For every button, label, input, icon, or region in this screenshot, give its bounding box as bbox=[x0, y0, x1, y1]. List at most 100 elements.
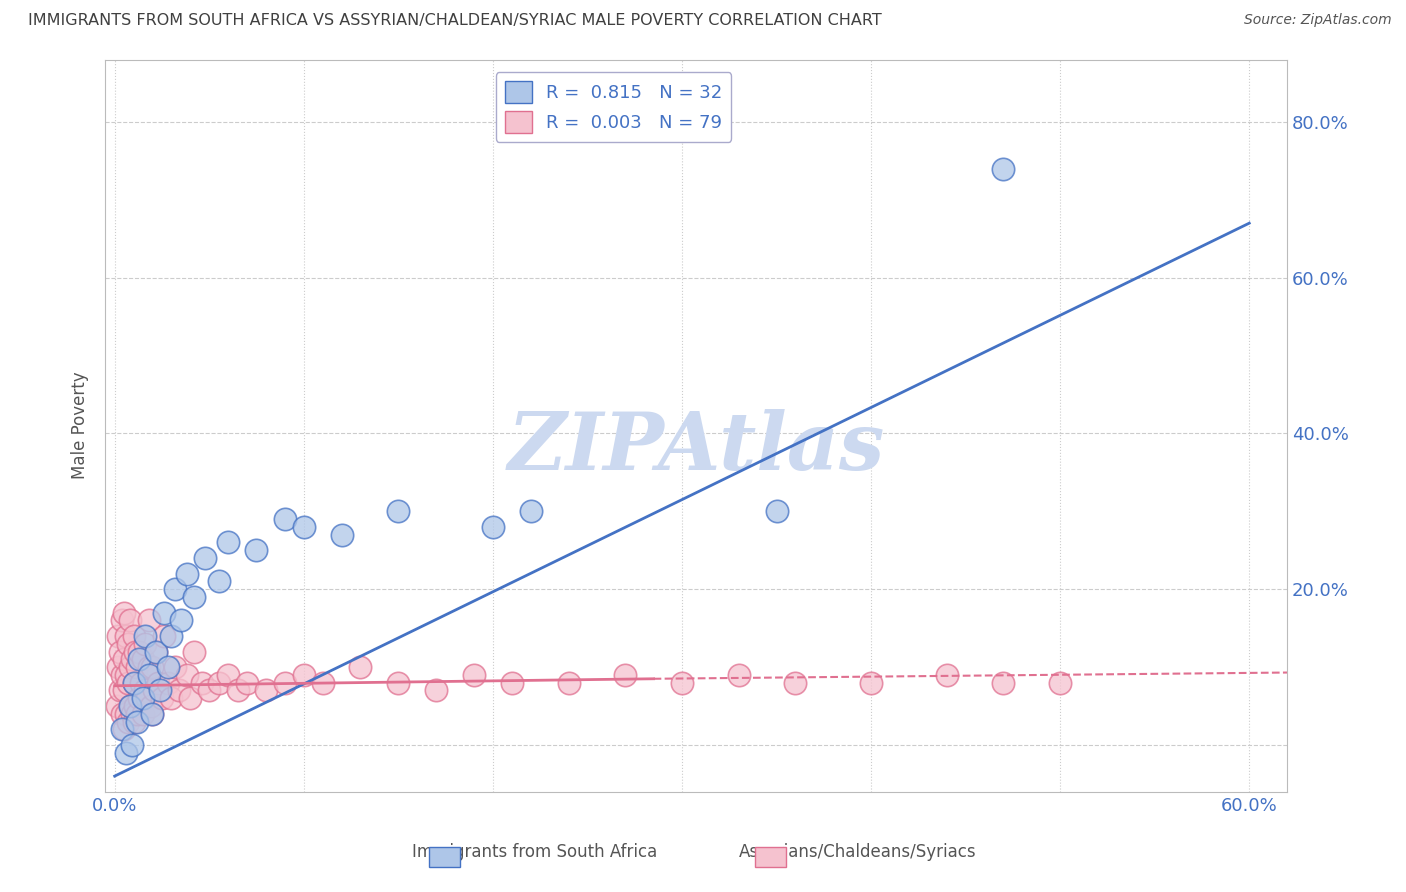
Point bbox=[115, 746, 138, 760]
Point bbox=[111, 613, 134, 627]
Point bbox=[349, 660, 371, 674]
Point bbox=[245, 543, 267, 558]
Y-axis label: Male Poverty: Male Poverty bbox=[72, 372, 89, 480]
Point bbox=[118, 699, 141, 714]
Point bbox=[254, 683, 277, 698]
Point bbox=[425, 683, 447, 698]
Point bbox=[111, 668, 134, 682]
Point bbox=[208, 574, 231, 589]
Point bbox=[112, 652, 135, 666]
Point bbox=[1049, 675, 1071, 690]
Point bbox=[179, 691, 201, 706]
Point bbox=[146, 675, 169, 690]
Point bbox=[165, 582, 187, 597]
Point bbox=[115, 668, 138, 682]
Point bbox=[311, 675, 333, 690]
Point bbox=[993, 675, 1015, 690]
Point bbox=[145, 644, 167, 658]
Point bbox=[785, 675, 807, 690]
Point bbox=[176, 566, 198, 581]
Point bbox=[501, 675, 523, 690]
Point bbox=[107, 629, 129, 643]
Point bbox=[236, 675, 259, 690]
Point bbox=[194, 551, 217, 566]
Point bbox=[134, 629, 156, 643]
Text: ZIPAtlas: ZIPAtlas bbox=[508, 409, 884, 486]
Point bbox=[118, 699, 141, 714]
Point bbox=[141, 706, 163, 721]
Point bbox=[128, 691, 150, 706]
Point bbox=[138, 660, 160, 674]
Point bbox=[138, 613, 160, 627]
Point bbox=[117, 675, 139, 690]
Point bbox=[153, 629, 176, 643]
Point bbox=[135, 691, 157, 706]
Point bbox=[143, 683, 166, 698]
Point bbox=[122, 675, 145, 690]
Point bbox=[183, 590, 205, 604]
Point bbox=[117, 714, 139, 729]
Point bbox=[112, 723, 135, 737]
Point bbox=[111, 706, 134, 721]
Point bbox=[160, 691, 183, 706]
Point bbox=[156, 675, 179, 690]
Point bbox=[111, 723, 134, 737]
Point bbox=[208, 675, 231, 690]
Point bbox=[115, 706, 138, 721]
Point bbox=[110, 644, 132, 658]
Point bbox=[145, 644, 167, 658]
Point bbox=[134, 637, 156, 651]
Point bbox=[153, 606, 176, 620]
Point bbox=[292, 520, 315, 534]
Text: IMMIGRANTS FROM SOUTH AFRICA VS ASSYRIAN/CHALDEAN/SYRIAC MALE POVERTY CORRELATIO: IMMIGRANTS FROM SOUTH AFRICA VS ASSYRIAN… bbox=[28, 13, 882, 29]
Point bbox=[170, 613, 193, 627]
Point bbox=[107, 660, 129, 674]
Text: Source: ZipAtlas.com: Source: ZipAtlas.com bbox=[1244, 13, 1392, 28]
Point bbox=[127, 706, 149, 721]
Point bbox=[112, 606, 135, 620]
Legend: R =  0.815   N = 32, R =  0.003   N = 79: R = 0.815 N = 32, R = 0.003 N = 79 bbox=[495, 72, 731, 142]
Point bbox=[330, 527, 353, 541]
Point bbox=[139, 699, 162, 714]
Point bbox=[727, 668, 749, 682]
Point bbox=[132, 652, 155, 666]
Point bbox=[463, 668, 485, 682]
Point bbox=[765, 504, 787, 518]
Point bbox=[167, 683, 190, 698]
Point bbox=[292, 668, 315, 682]
Point bbox=[183, 644, 205, 658]
Point bbox=[935, 668, 957, 682]
Point bbox=[482, 520, 505, 534]
Point bbox=[387, 675, 409, 690]
Point bbox=[124, 699, 146, 714]
Point bbox=[217, 668, 239, 682]
Point bbox=[671, 675, 693, 690]
Point bbox=[121, 738, 143, 752]
Point bbox=[115, 629, 138, 643]
Point bbox=[122, 629, 145, 643]
Point bbox=[122, 675, 145, 690]
Point bbox=[118, 660, 141, 674]
Point bbox=[150, 691, 173, 706]
Point bbox=[117, 637, 139, 651]
Point bbox=[132, 706, 155, 721]
Point bbox=[190, 675, 212, 690]
Point bbox=[122, 714, 145, 729]
Point bbox=[387, 504, 409, 518]
Point bbox=[226, 683, 249, 698]
Point bbox=[274, 512, 297, 526]
Point bbox=[132, 691, 155, 706]
Point bbox=[121, 652, 143, 666]
Point bbox=[129, 675, 152, 690]
Point bbox=[118, 613, 141, 627]
Point bbox=[134, 683, 156, 698]
Point bbox=[198, 683, 221, 698]
Text: Immigrants from South Africa: Immigrants from South Africa bbox=[412, 843, 657, 861]
Point bbox=[274, 675, 297, 690]
Point bbox=[138, 668, 160, 682]
Point bbox=[156, 660, 179, 674]
Point bbox=[557, 675, 579, 690]
Text: Assyrians/Chaldeans/Syriacs: Assyrians/Chaldeans/Syriacs bbox=[738, 843, 977, 861]
Point bbox=[141, 660, 163, 674]
Point bbox=[614, 668, 637, 682]
